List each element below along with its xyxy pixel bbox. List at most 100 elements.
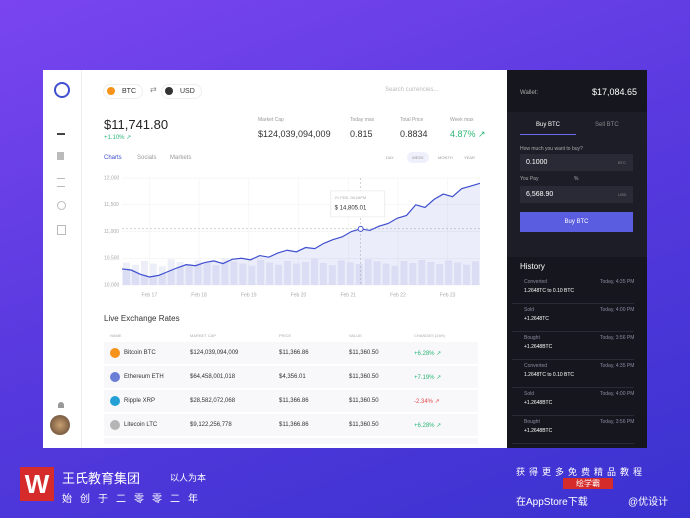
coin-name: Ethereum ETH bbox=[124, 374, 164, 380]
promo: 获得更多免费精品教程 bbox=[516, 467, 647, 477]
volume-bar bbox=[427, 261, 435, 285]
pay-input[interactable] bbox=[520, 186, 633, 203]
change: -2.34% ↗ bbox=[414, 399, 440, 405]
period[interactable]: WEEK bbox=[407, 152, 429, 163]
history-action: Sold bbox=[524, 391, 535, 397]
volume-bar bbox=[382, 263, 390, 285]
x-tick-label: Feb 18 bbox=[191, 292, 207, 298]
coin-icon bbox=[107, 87, 115, 95]
history-time: Today, 3:56 PM bbox=[600, 419, 635, 425]
stat-value: 4.87% ↗ bbox=[450, 129, 486, 139]
history-action: Sold bbox=[524, 307, 535, 313]
value: $11,360.50 bbox=[349, 374, 379, 380]
stat-label: Market Cap bbox=[258, 117, 284, 123]
tab[interactable]: Socials bbox=[137, 155, 157, 161]
tab[interactable]: Markets bbox=[170, 155, 192, 161]
history-title: History bbox=[520, 262, 545, 271]
volume-bar bbox=[176, 261, 184, 285]
value: $11,360.50 bbox=[349, 398, 379, 404]
pay: 6,568.90 bbox=[526, 191, 554, 198]
coin-name: Ripple XRP bbox=[124, 398, 156, 404]
volume-bar bbox=[346, 262, 354, 285]
sidebar bbox=[43, 70, 82, 448]
price: $4,356.01 bbox=[279, 374, 306, 380]
coin-icon bbox=[110, 396, 120, 406]
nav-icon[interactable] bbox=[57, 178, 65, 187]
trade-box bbox=[507, 112, 647, 257]
volume-bar bbox=[123, 262, 130, 285]
volume-bar bbox=[445, 260, 453, 285]
history-detail: 1.2648TC to 0.10 BTC bbox=[524, 288, 575, 294]
nav-icon[interactable] bbox=[57, 152, 64, 160]
coin-icon bbox=[110, 420, 120, 430]
history-time: Today, 3:56 PM bbox=[600, 335, 635, 341]
quote-select[interactable]: USD bbox=[161, 84, 202, 99]
column-header: CHANGES (24H) bbox=[414, 333, 445, 338]
column-header: NAME bbox=[110, 333, 122, 338]
coin-name: Bitcoin BTC bbox=[124, 350, 156, 356]
volume-bar bbox=[239, 263, 247, 285]
volume-bar bbox=[364, 259, 372, 285]
price: $11,366.86 bbox=[279, 422, 309, 428]
sell-tab[interactable]: Sell BTC bbox=[595, 122, 619, 128]
nav-icon[interactable] bbox=[57, 126, 65, 135]
history-detail: +1.2648BTC bbox=[524, 400, 553, 406]
column-header: MARKET CAP bbox=[190, 333, 216, 338]
rate-row[interactable]: Litecoin LTC $9,122,256,778 $11,366.86 $11,… bbox=[104, 414, 478, 436]
amount-input[interactable] bbox=[520, 154, 633, 171]
period[interactable]: DAY bbox=[386, 155, 394, 160]
stat-label: Week max bbox=[450, 117, 474, 123]
buy-tab[interactable]: Buy BTC bbox=[536, 122, 561, 128]
market-cap: $28,582,072,068 bbox=[190, 398, 236, 404]
period[interactable]: MONTH bbox=[438, 155, 453, 160]
amount: 0.1000 bbox=[526, 159, 548, 166]
wallet-value: $17,084.65 bbox=[592, 87, 638, 97]
stat-label: Total Price bbox=[400, 117, 424, 123]
value: $11,360.50 bbox=[349, 350, 379, 356]
rate-row[interactable]: Bitcoin BTC $124,039,094,009 $11,366.86 $11… bbox=[104, 342, 478, 364]
volume-bar bbox=[212, 265, 220, 285]
x-tick-label: Feb 19 bbox=[241, 292, 257, 298]
volume-bar bbox=[275, 264, 283, 285]
stat-label: Today max bbox=[350, 117, 375, 123]
store: 在AppStore下载 bbox=[516, 497, 588, 508]
tab[interactable]: Charts bbox=[104, 155, 122, 161]
buy-button[interactable]: Buy BTC bbox=[520, 212, 633, 232]
avatar[interactable] bbox=[50, 415, 70, 435]
column-header: VALUE bbox=[349, 333, 362, 338]
volume-bar bbox=[436, 264, 444, 285]
period[interactable]: YEAR bbox=[464, 155, 475, 160]
column-header: PRICE bbox=[279, 333, 292, 338]
swap-icon[interactable]: ⇄ bbox=[150, 85, 157, 94]
volume-bar bbox=[266, 262, 274, 285]
nav-icon[interactable] bbox=[57, 201, 66, 210]
history-detail: 1.2648TC to 0.10 BTC bbox=[524, 372, 575, 378]
base-select[interactable]: BTC bbox=[103, 84, 143, 99]
volume-bar bbox=[194, 260, 202, 285]
volume-bar bbox=[418, 259, 426, 285]
marker bbox=[357, 225, 364, 232]
history-item: Bought +1.2648BTC Today, 3:56 PM bbox=[512, 416, 634, 444]
coin-icon bbox=[110, 372, 120, 382]
history-item: Bought +1.2648BTC Today, 3:56 PM bbox=[512, 332, 634, 360]
price: $11,741.80 bbox=[104, 117, 169, 132]
coin-icon bbox=[165, 87, 173, 95]
rate-row[interactable]: Ethereum ETH $64,458,001,018 $4,356.01 $11,… bbox=[104, 366, 478, 388]
nav-icon[interactable] bbox=[57, 225, 66, 235]
price-chart: 12,000 11,500 11,000 10,500 10,000 Feb 17 Feb … bbox=[104, 175, 481, 298]
rate-row[interactable]: Dash$4,458,001,018$4,356.01$11,360.50+3.… bbox=[104, 438, 478, 444]
volume-bar bbox=[149, 263, 157, 285]
bell-icon[interactable] bbox=[58, 402, 64, 408]
area bbox=[122, 183, 480, 285]
volume-bar bbox=[140, 260, 148, 285]
history-action: Converted bbox=[524, 279, 548, 285]
volume-bar bbox=[328, 265, 336, 285]
brand-name: 王氏教育集团 bbox=[62, 471, 141, 486]
history-action: Bought bbox=[524, 335, 540, 341]
rate-row[interactable]: Ripple XRP $28,582,072,068 $11,366.86 $11,3… bbox=[104, 390, 478, 412]
x-tick-label: Feb 20 bbox=[291, 292, 307, 298]
y-tick-label: 10,000 bbox=[104, 282, 120, 288]
volume-bar bbox=[310, 258, 318, 285]
stat-value: 0.815 bbox=[350, 129, 373, 139]
search[interactable]: Search currencies... bbox=[385, 87, 439, 93]
